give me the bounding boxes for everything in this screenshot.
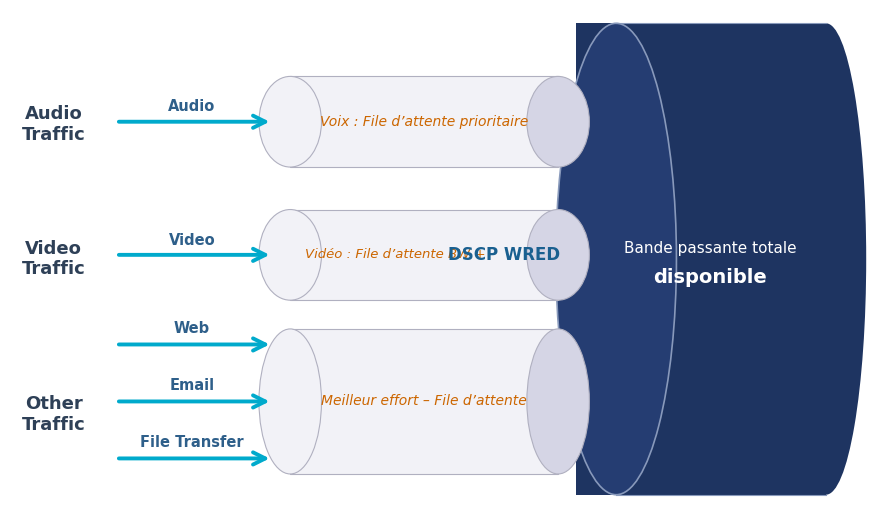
Text: Audio: Audio: [169, 99, 215, 113]
Text: Vidéo : File d’attente BW +: Vidéo : File d’attente BW +: [305, 248, 490, 262]
Ellipse shape: [527, 329, 589, 474]
Text: Audio
Traffic: Audio Traffic: [21, 105, 86, 143]
Text: DSCP WRED: DSCP WRED: [448, 246, 561, 264]
Text: Bande passante totale: Bande passante totale: [623, 241, 797, 256]
Text: Web: Web: [174, 322, 210, 336]
Ellipse shape: [259, 329, 321, 474]
Ellipse shape: [259, 210, 321, 300]
Ellipse shape: [527, 77, 589, 167]
Text: Email: Email: [170, 379, 214, 393]
Text: File Transfer: File Transfer: [140, 436, 244, 450]
Ellipse shape: [555, 23, 677, 495]
FancyBboxPatch shape: [290, 329, 558, 474]
Text: Video
Traffic: Video Traffic: [21, 240, 86, 278]
FancyBboxPatch shape: [290, 210, 558, 300]
FancyBboxPatch shape: [290, 77, 558, 167]
Text: Video: Video: [169, 234, 215, 248]
Text: disponible: disponible: [653, 268, 767, 286]
Ellipse shape: [259, 77, 321, 167]
Text: Other
Traffic: Other Traffic: [21, 395, 86, 434]
Ellipse shape: [527, 210, 589, 300]
FancyBboxPatch shape: [576, 23, 826, 495]
Text: Meilleur effort – File d’attente: Meilleur effort – File d’attente: [321, 394, 527, 409]
Text: Voix : File d’attente prioritaire: Voix : File d’attente prioritaire: [320, 114, 529, 129]
Ellipse shape: [786, 23, 866, 495]
